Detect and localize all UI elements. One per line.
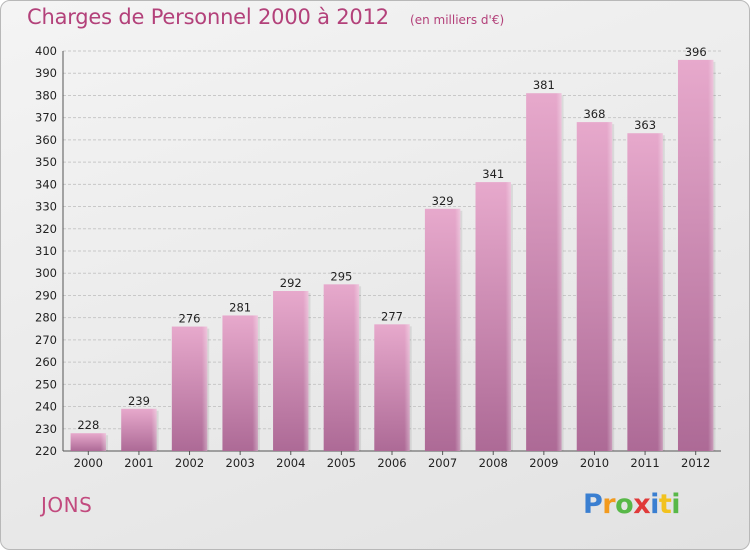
data-label: 228 [77, 418, 99, 432]
x-tick-label: 2005 [327, 456, 356, 470]
y-tick-label: 300 [35, 266, 57, 280]
x-tick-label: 2007 [428, 456, 457, 470]
y-tick-label: 290 [35, 288, 57, 302]
y-tick-label: 220 [35, 444, 57, 458]
y-tick-label: 230 [35, 422, 57, 436]
title-row: Charges de Personnel 2000 à 2012 (en mil… [27, 5, 504, 29]
data-label: 239 [128, 394, 150, 408]
y-tick-label: 250 [35, 377, 57, 391]
y-tick-label: 360 [35, 133, 57, 147]
data-label: 276 [179, 312, 201, 326]
proxiti-logo[interactable]: Proxiti [583, 489, 681, 520]
y-tick-label: 270 [35, 333, 57, 347]
y-tick-label: 260 [35, 355, 57, 369]
bar-highlight [526, 93, 562, 451]
bar-highlight [374, 324, 410, 451]
y-tick-label: 320 [35, 222, 57, 236]
bar-highlight [121, 408, 157, 451]
data-label: 295 [330, 269, 352, 283]
data-label: 292 [280, 276, 302, 290]
bar-highlight [576, 122, 613, 451]
data-label: 277 [381, 309, 403, 323]
x-tick-label: 2012 [681, 456, 710, 470]
y-tick-label: 390 [35, 66, 57, 80]
x-tick-label: 2010 [580, 456, 609, 470]
data-label: 396 [685, 45, 707, 59]
y-tick-label: 400 [35, 44, 57, 58]
chart-subtitle: (en milliers d'€) [410, 13, 505, 27]
x-tick-label: 2003 [226, 456, 255, 470]
bar-highlight [171, 326, 208, 451]
data-label: 368 [583, 107, 605, 121]
bars [70, 59, 716, 452]
bar-highlight [627, 133, 663, 451]
data-label: 381 [533, 78, 555, 92]
data-label: 329 [432, 194, 454, 208]
y-tick-label: 330 [35, 200, 57, 214]
bar-highlight [323, 284, 360, 451]
y-tick-label: 340 [35, 177, 57, 191]
y-tick-label: 380 [35, 88, 57, 102]
bar-highlight [475, 182, 511, 451]
y-tick-label: 310 [35, 244, 57, 258]
commune-name: JONS [41, 493, 93, 517]
y-tick-label: 350 [35, 155, 57, 169]
y-tick-label: 280 [35, 311, 57, 325]
x-tick-label: 2008 [479, 456, 508, 470]
x-tick-label: 2000 [74, 456, 103, 470]
x-tick-label: 2006 [377, 456, 406, 470]
chart-title: Charges de Personnel 2000 à 2012 [27, 5, 389, 29]
bar-highlight [222, 315, 258, 451]
x-tick-label: 2001 [124, 456, 153, 470]
y-tick-label: 240 [35, 400, 57, 414]
bar-highlight [273, 291, 309, 451]
labels: 220 230 240 250 260 270 280 290 300 310 320 330 340 3… [35, 44, 710, 470]
x-tick-label: 2011 [630, 456, 659, 470]
bar-highlight [424, 208, 461, 451]
data-label: 341 [482, 167, 504, 181]
data-label: 281 [229, 300, 251, 314]
bar-highlight [70, 433, 107, 451]
y-tick-label: 370 [35, 111, 57, 125]
x-tick-label: 2009 [529, 456, 558, 470]
x-tick-label: 2004 [276, 456, 305, 470]
x-tick-label: 2002 [175, 456, 204, 470]
bar-highlight [677, 59, 714, 452]
data-label: 363 [634, 118, 656, 132]
